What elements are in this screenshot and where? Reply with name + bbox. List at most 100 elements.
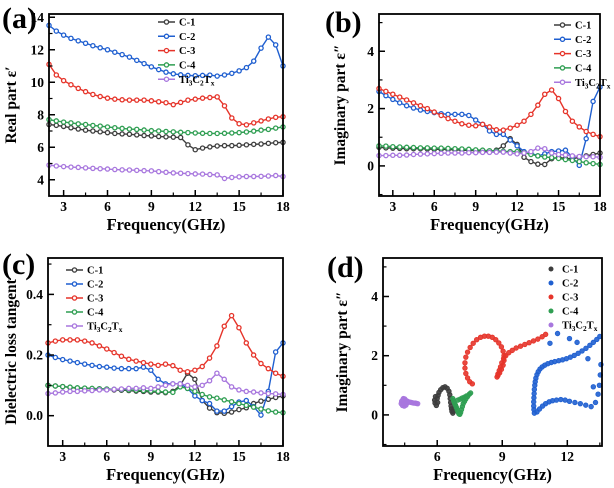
data-point	[112, 125, 118, 131]
data-point	[592, 399, 599, 406]
data-point	[236, 129, 242, 136]
data-point	[522, 341, 528, 348]
data-point	[141, 127, 147, 133]
legend-label: C-2	[87, 280, 103, 291]
series-c-3	[462, 331, 549, 387]
data-point	[236, 406, 242, 413]
data-point	[417, 145, 424, 151]
data-point	[541, 145, 548, 152]
data-point	[431, 109, 438, 115]
data-point	[265, 390, 272, 397]
data-point	[250, 141, 257, 148]
data-point	[554, 330, 561, 337]
y-axis-title: Imaginary part ε″	[332, 44, 349, 165]
data-point	[111, 349, 117, 356]
y-tick-label: 4	[37, 172, 44, 187]
data-point	[206, 405, 213, 411]
data-point	[585, 355, 591, 362]
x-tick-label: 15	[232, 199, 246, 214]
data-point	[243, 64, 250, 71]
data-point	[74, 337, 81, 343]
data-point	[221, 397, 227, 403]
data-point	[236, 142, 242, 149]
data-point	[583, 153, 589, 160]
data-point	[206, 378, 213, 384]
data-point	[562, 147, 569, 153]
data-point	[52, 338, 59, 344]
data-point	[207, 144, 213, 150]
data-point	[199, 382, 205, 389]
data-point	[417, 151, 424, 157]
data-point	[272, 114, 279, 121]
data-point	[236, 387, 242, 393]
data-point	[479, 149, 486, 156]
data-point	[272, 172, 279, 179]
legend-label: Ti3C2Tx	[562, 321, 598, 334]
data-point	[535, 102, 541, 108]
data-point	[583, 135, 589, 142]
y-tick-label: 0	[371, 407, 378, 422]
data-point	[214, 370, 220, 376]
data-point	[75, 164, 82, 171]
data-point	[177, 134, 184, 141]
data-point	[199, 95, 206, 101]
data-point	[590, 131, 596, 138]
data-point	[243, 340, 250, 346]
data-point	[577, 400, 584, 407]
data-point	[221, 130, 228, 137]
x-tick-label: 15	[552, 199, 566, 214]
data-point	[452, 118, 458, 124]
data-point	[445, 115, 451, 122]
data-point	[250, 120, 257, 126]
data-point	[272, 370, 279, 376]
data-point	[89, 362, 95, 369]
data-point	[459, 150, 465, 156]
data-point	[53, 28, 60, 34]
y-tick-label: 10	[31, 75, 45, 90]
data-point	[569, 153, 576, 159]
data-point	[258, 398, 264, 404]
data-point	[112, 96, 118, 102]
data-point	[133, 57, 140, 64]
data-point	[206, 355, 213, 361]
series-ti3c2tx	[46, 162, 286, 182]
data-point	[462, 365, 468, 371]
data-point	[52, 390, 59, 396]
data-point	[562, 152, 569, 158]
data-point	[221, 175, 228, 182]
legend-item-c-1: C-1	[66, 266, 103, 277]
data-point	[119, 131, 125, 137]
data-point	[119, 97, 125, 103]
data-point	[52, 354, 59, 361]
data-point	[192, 73, 198, 79]
panel-a: (a) 3 6 9 12 15 18 4 6 8 10 12 14 Frequency(GHz) Real…	[0, 0, 307, 244]
data-point	[207, 171, 213, 178]
data-point	[595, 391, 601, 397]
data-point	[214, 130, 220, 137]
data-point	[68, 164, 74, 170]
x-tick-label: 12	[561, 449, 575, 464]
legend-item-c-3: C-3	[554, 49, 591, 60]
data-point	[265, 116, 272, 122]
x-tick-label: 15	[232, 449, 246, 464]
data-point	[265, 365, 272, 372]
data-point	[258, 141, 264, 147]
data-point	[583, 128, 589, 135]
data-point	[514, 151, 520, 157]
data-point	[140, 359, 147, 366]
x-tick-label: 18	[276, 199, 290, 214]
data-point	[576, 153, 583, 160]
data-point	[243, 402, 250, 409]
data-point	[60, 123, 67, 130]
data-point	[126, 356, 132, 363]
data-point	[431, 145, 438, 151]
legend-item-ti3c2tx: Ti3C2Tx	[554, 78, 611, 90]
data-point	[228, 409, 235, 415]
data-point	[229, 70, 235, 77]
data-point	[390, 91, 396, 98]
data-point	[126, 167, 133, 173]
data-point	[177, 170, 184, 176]
data-point	[199, 145, 206, 151]
legend-label: Ti3C2Tx	[87, 322, 123, 335]
y-tick-label: 4	[367, 44, 374, 59]
